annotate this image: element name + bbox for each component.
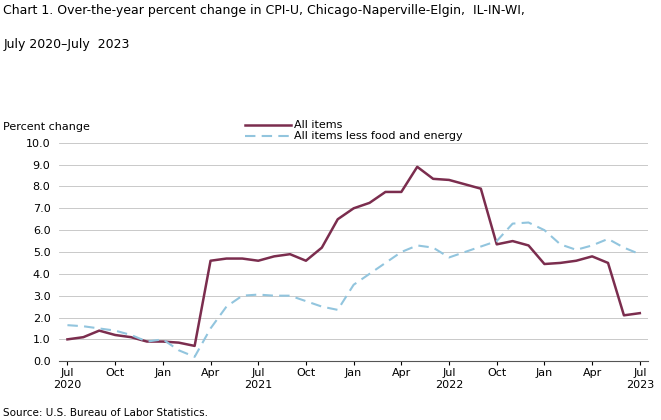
Text: July 2020–July  2023: July 2020–July 2023 [3, 38, 130, 51]
Text: All items less food and energy: All items less food and energy [294, 131, 463, 141]
Text: Percent change: Percent change [3, 122, 90, 132]
Text: Chart 1. Over-the-year percent change in CPI-U, Chicago-Naperville-Elgin,  IL-IN: Chart 1. Over-the-year percent change in… [3, 4, 525, 17]
Text: All items: All items [294, 120, 342, 130]
Text: Source: U.S. Bureau of Labor Statistics.: Source: U.S. Bureau of Labor Statistics. [3, 408, 208, 418]
